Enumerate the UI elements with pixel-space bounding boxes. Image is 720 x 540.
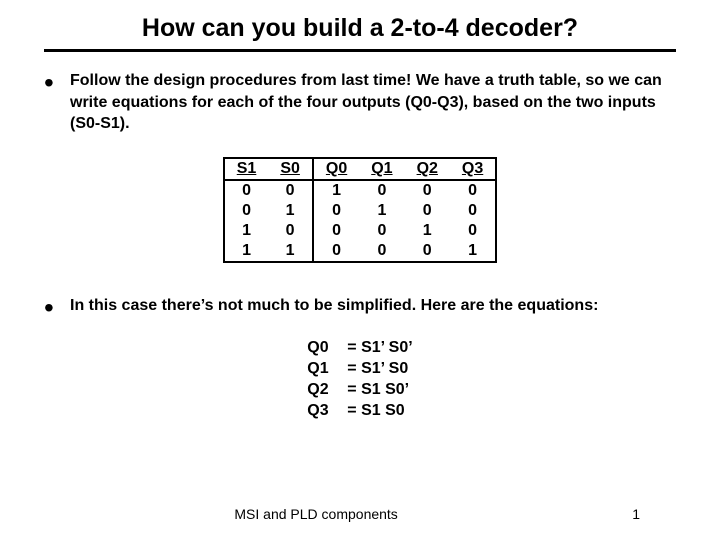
eq-rhs: = S1’ S0 [347,359,408,380]
cell: 0 [359,221,404,241]
cell: 0 [450,221,496,241]
truth-table: S1 S0 Q0 Q1 Q2 Q3 0 0 1 0 0 0 0 1 0 1 0 … [223,157,498,263]
bullet-2-text: In this case there’s not much to be simp… [70,295,598,317]
cell: 0 [268,221,313,241]
table-row: 0 1 0 1 0 0 [224,201,497,221]
eq-rhs: = S1’ S0’ [347,338,412,359]
table-row: 1 1 0 0 0 1 [224,241,497,262]
equation-row: Q1 = S1’ S0 [307,359,412,380]
equations-block: Q0 = S1’ S0’ Q1 = S1’ S0 Q2 = S1 S0’ Q3 … [307,338,412,421]
slide-footer: MSI and PLD components 1 [0,506,720,522]
footer-text: MSI and PLD components [234,506,397,522]
col-s0: S0 [268,158,313,180]
col-q2: Q2 [405,158,450,180]
cell: 1 [405,221,450,241]
cell: 1 [450,241,496,262]
table-header-row: S1 S0 Q0 Q1 Q2 Q3 [224,158,497,180]
eq-rhs: = S1 S0’ [347,380,409,401]
col-q3: Q3 [450,158,496,180]
cell: 0 [268,180,313,201]
eq-lhs: Q2 [307,380,337,401]
cell: 0 [313,221,359,241]
cell: 0 [224,201,269,221]
cell: 1 [313,180,359,201]
cell: 0 [405,241,450,262]
cell: 1 [359,201,404,221]
cell: 1 [268,241,313,262]
bullet-icon: • [44,295,70,313]
cell: 1 [224,241,269,262]
cell: 0 [450,201,496,221]
page-number: 1 [632,506,640,522]
bullet-1-text: Follow the design procedures from last t… [70,70,676,135]
col-q1: Q1 [359,158,404,180]
bullet-1: • Follow the design procedures from last… [44,70,676,135]
cell: 0 [313,241,359,262]
cell: 0 [359,241,404,262]
bullet-icon: • [44,70,70,88]
title-divider [44,49,676,52]
slide-title: How can you build a 2-to-4 decoder? [44,14,676,43]
equation-row: Q0 = S1’ S0’ [307,338,412,359]
eq-rhs: = S1 S0 [347,401,404,422]
table-row: 0 0 1 0 0 0 [224,180,497,201]
cell: 0 [224,180,269,201]
equation-row: Q3 = S1 S0 [307,401,412,422]
col-s1: S1 [224,158,269,180]
cell: 1 [268,201,313,221]
cell: 0 [405,201,450,221]
eq-lhs: Q1 [307,359,337,380]
bullet-2: • In this case there’s not much to be si… [44,295,676,317]
cell: 1 [224,221,269,241]
cell: 0 [405,180,450,201]
equation-row: Q2 = S1 S0’ [307,380,412,401]
table-row: 1 0 0 0 1 0 [224,221,497,241]
cell: 0 [359,180,404,201]
col-q0: Q0 [313,158,359,180]
eq-lhs: Q3 [307,401,337,422]
eq-lhs: Q0 [307,338,337,359]
cell: 0 [450,180,496,201]
cell: 0 [313,201,359,221]
